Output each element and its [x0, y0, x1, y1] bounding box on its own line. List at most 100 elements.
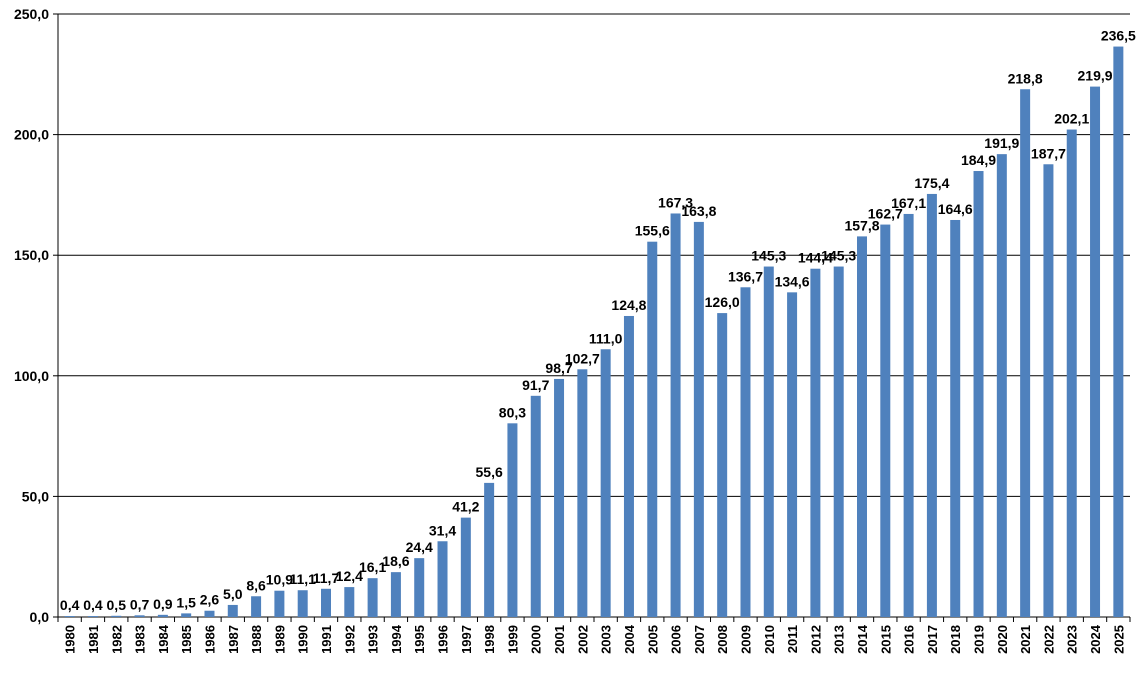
bar: [344, 587, 355, 617]
data-label: 136,7: [728, 268, 763, 284]
bar: [1090, 86, 1101, 618]
data-label: 145,3: [751, 248, 786, 264]
bar: [157, 614, 168, 617]
x-tick-label: 1985: [179, 625, 194, 654]
bar: [763, 266, 774, 617]
x-tick-label: 1998: [482, 625, 497, 654]
data-label: 0,5: [107, 597, 127, 613]
x-tick-label: 2003: [599, 625, 614, 654]
data-labels: 0,4 0,4 0,5 0,7 0,9 1,5 2,6 5,08,6 10,911,111,71…: [60, 28, 1136, 613]
x-tick-label: 1995: [412, 625, 427, 654]
bar: [600, 349, 611, 617]
bar: [903, 213, 914, 617]
x-tick-label: 2009: [738, 625, 753, 654]
bar: [717, 313, 728, 617]
data-label: 0,4: [60, 597, 80, 613]
axes: [53, 13, 1131, 622]
x-tick-label: 1997: [459, 625, 474, 654]
bar: [507, 423, 518, 617]
bar: [1113, 46, 1124, 618]
x-tick-label: 1980: [63, 625, 78, 654]
y-tick-label: 100,0: [14, 368, 49, 384]
y-axis-tick-labels: 0,0 50,0 100,0 150,0 200,0 250,0: [14, 6, 49, 625]
bar: [880, 224, 891, 617]
data-label: 126,0: [705, 294, 740, 310]
data-label: 202,1: [1054, 111, 1089, 127]
data-label: 219,9: [1078, 68, 1113, 84]
y-tick-label: 250,0: [14, 6, 49, 22]
x-tick-label: 2024: [1088, 624, 1103, 654]
gridlines: [58, 13, 1130, 618]
data-label: 24,4: [406, 539, 433, 555]
x-tick-label: 2001: [552, 625, 567, 654]
x-tick-label: 2016: [902, 625, 917, 654]
bar: [530, 395, 541, 617]
data-label: 102,7: [565, 350, 600, 366]
data-label: 1,5: [176, 594, 196, 610]
data-label: 55,6: [476, 464, 503, 480]
x-tick-label: 2010: [762, 625, 777, 654]
bar: [134, 615, 145, 617]
bar: [321, 588, 331, 617]
data-label: 91,7: [522, 377, 549, 393]
x-tick-label: 1989: [272, 625, 287, 654]
bar: [87, 616, 98, 617]
bars: [64, 46, 1124, 618]
bar: [740, 287, 751, 617]
bar: [554, 378, 565, 617]
x-tick-label: 2008: [715, 625, 730, 654]
bar: [1066, 129, 1077, 617]
data-label: 18,6: [382, 553, 409, 569]
x-tick-label: 2015: [878, 625, 893, 654]
data-label: 11,7: [313, 570, 340, 586]
bar: [414, 558, 425, 617]
bar: [297, 590, 308, 617]
x-tick-label: 1993: [366, 625, 381, 654]
data-label: 162,7: [868, 206, 903, 222]
data-label: 2,6: [200, 592, 220, 608]
x-tick-label: 2005: [645, 625, 660, 654]
x-tick-label: 2014: [855, 624, 870, 654]
data-label: 111,0: [589, 330, 623, 346]
bar: [670, 213, 681, 617]
bar: [926, 193, 937, 617]
data-label: 16,1: [359, 559, 386, 575]
bar: [64, 616, 75, 617]
bar: [367, 578, 378, 617]
data-label: 155,6: [635, 223, 670, 239]
x-tick-label: 1983: [133, 625, 148, 654]
x-tick-label: 1986: [202, 625, 217, 654]
bar: [810, 268, 821, 617]
x-tick-label: 2020: [995, 625, 1010, 654]
x-tick-label: 2023: [1065, 625, 1080, 654]
y-tick-label: 150,0: [14, 247, 49, 263]
x-tick-label: 2000: [529, 625, 544, 654]
data-label: 41,2: [452, 499, 479, 515]
data-label: 80,3: [499, 404, 526, 420]
data-label: 167,1: [891, 195, 926, 211]
data-label: 0,9: [153, 596, 173, 612]
y-tick-label: 0,0: [30, 609, 50, 625]
x-tick-label: 2011: [785, 625, 800, 653]
data-label: 11,1: [289, 571, 316, 587]
x-tick-label: 2017: [925, 625, 940, 654]
bar: [833, 266, 844, 617]
x-tick-label: 1987: [226, 625, 241, 654]
data-label: 145,3: [821, 248, 856, 264]
x-tick-label: 2018: [948, 625, 963, 654]
data-label: 191,9: [984, 135, 1019, 151]
x-tick-label: 2013: [832, 625, 847, 654]
bar: [693, 221, 704, 617]
data-label: 124,8: [611, 297, 646, 313]
bar: [111, 615, 122, 617]
data-label: 134,6: [775, 273, 810, 289]
data-label: 12,4: [336, 568, 363, 584]
x-tick-label: 2022: [1041, 625, 1056, 654]
x-tick-label: 1982: [109, 625, 124, 654]
bar: [460, 517, 471, 617]
bar: [577, 369, 588, 617]
data-label: 0,7: [130, 596, 150, 612]
x-tick-label: 1988: [249, 625, 264, 654]
